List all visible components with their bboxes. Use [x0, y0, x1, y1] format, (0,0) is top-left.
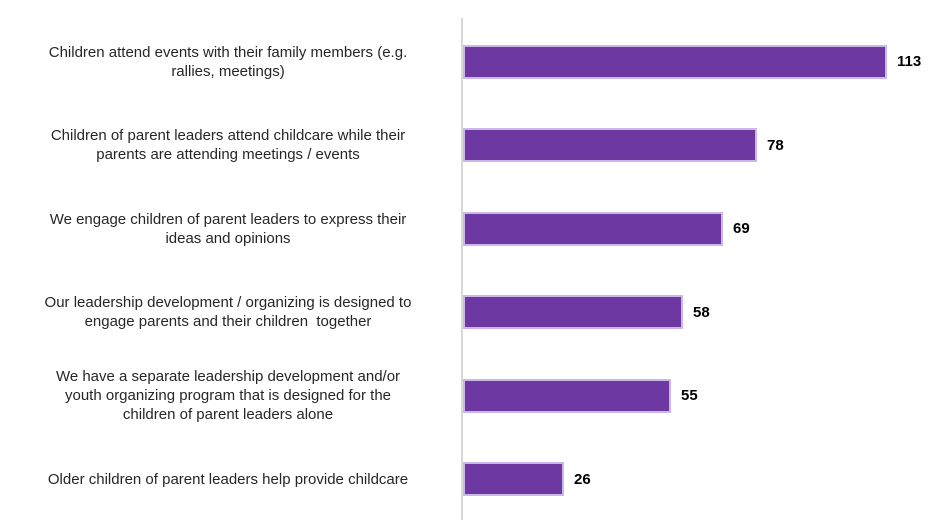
category-label-line: engage parents and their children togeth… [84, 313, 372, 331]
category-label-line: rallies, meetings) [171, 62, 285, 80]
category-label-line: Older children of parent leaders help pr… [47, 470, 409, 488]
bar [463, 462, 564, 497]
category-label-line: ideas and opinions [165, 229, 291, 247]
y-axis-line [461, 18, 463, 520]
value-label: 78 [767, 136, 784, 154]
bar-area: 58 [460, 271, 938, 355]
value-label: 26 [574, 470, 591, 488]
bar-row: Our leadership development / organizing … [0, 271, 938, 355]
bar [463, 128, 757, 163]
value-label: 113 [897, 53, 922, 71]
bar [463, 211, 723, 246]
chart-rows: Children attend events with their family… [0, 20, 938, 521]
bar-row: We engage children of parent leaders to … [0, 187, 938, 271]
category-label-line: Children of parent leaders attend childc… [50, 127, 406, 145]
bar-area: 78 [460, 104, 938, 188]
category-label-line: We engage children of parent leaders to … [49, 210, 407, 228]
category-label: Older children of parent leaders help pr… [0, 438, 460, 522]
value-label: 55 [681, 387, 698, 405]
bar-row: Children attend events with their family… [0, 20, 938, 104]
bar-area: 69 [460, 187, 938, 271]
category-label-line: Our leadership development / organizing … [44, 294, 412, 312]
bar-area: 26 [460, 438, 938, 522]
category-label: Our leadership development / organizing … [0, 271, 460, 355]
category-label: We engage children of parent leaders to … [0, 187, 460, 271]
bar-row: Children of parent leaders attend childc… [0, 104, 938, 188]
category-label: Children attend events with their family… [0, 20, 460, 104]
category-label-line: youth organizing program that is designe… [64, 387, 392, 405]
category-label-line: parents are attending meetings / events [96, 146, 360, 164]
category-label-line: We have a separate leadership developmen… [55, 368, 401, 386]
value-label: 58 [693, 303, 710, 321]
bar-area: 55 [460, 354, 938, 438]
bar [463, 44, 887, 79]
bar-row: We have a separate leadership developmen… [0, 354, 938, 438]
category-label: We have a separate leadership developmen… [0, 354, 460, 438]
bar [463, 378, 671, 413]
bar-area: 113 [460, 20, 938, 104]
category-label: Children of parent leaders attend childc… [0, 104, 460, 188]
value-label: 69 [733, 220, 750, 238]
category-label-line: children of parent leaders alone [122, 406, 334, 424]
bar-row: Older children of parent leaders help pr… [0, 438, 938, 522]
bar [463, 295, 683, 330]
category-label-line: Children attend events with their family… [48, 43, 408, 61]
